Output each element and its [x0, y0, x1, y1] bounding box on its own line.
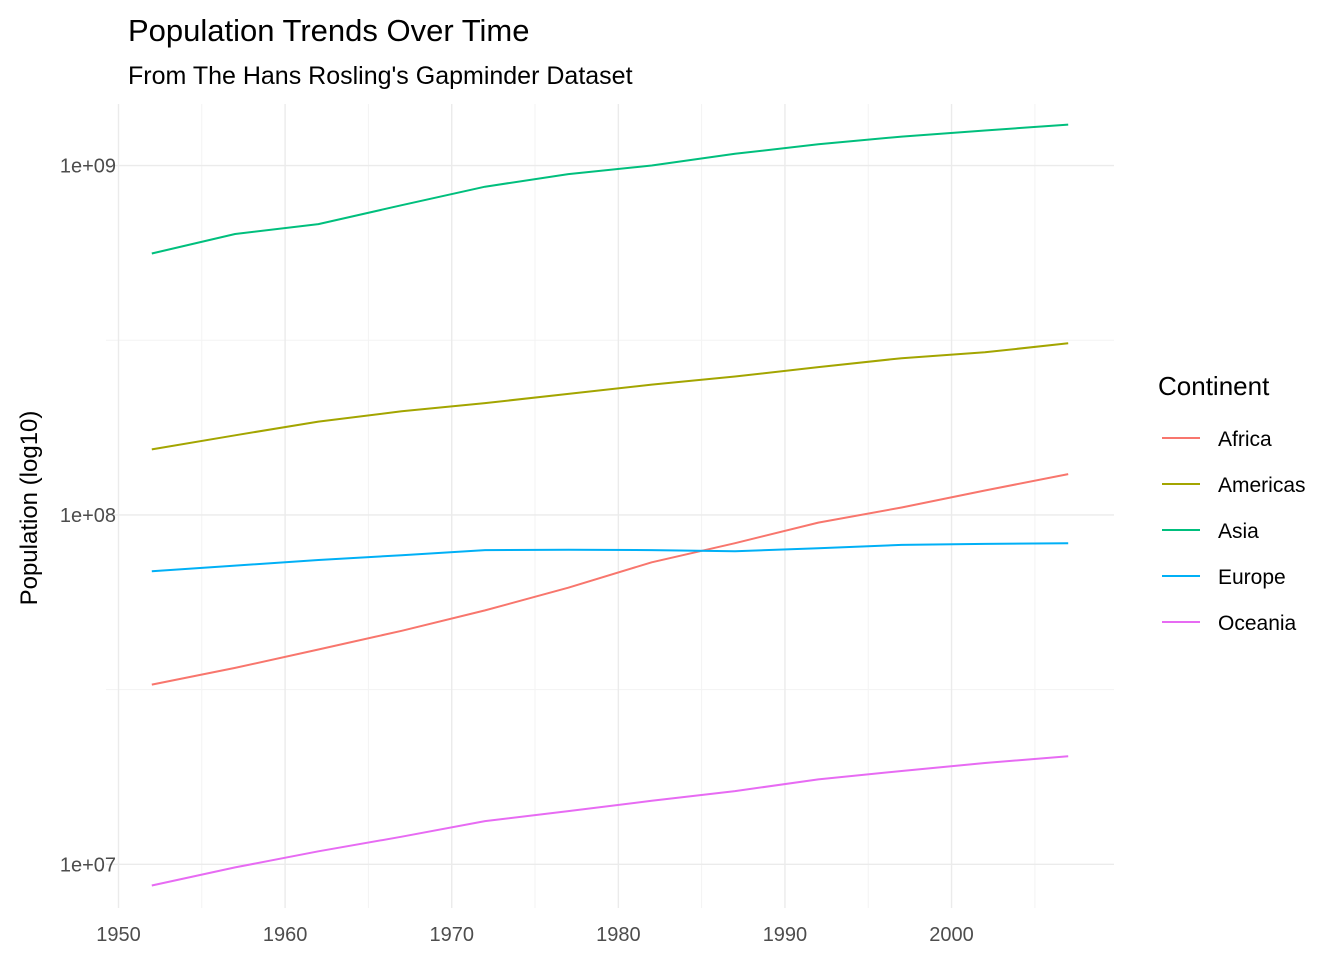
- legend-label-americas: Americas: [1218, 474, 1306, 497]
- chart-title: Population Trends Over Time: [128, 13, 529, 48]
- series-lines: [151, 123, 1069, 887]
- legend-label-asia: Asia: [1218, 520, 1259, 543]
- x-tick-label: 1950: [96, 924, 141, 946]
- x-axis: 1950 1960 1970 1980 1990 2000: [96, 924, 974, 946]
- legend-label-oceania: Oceania: [1218, 612, 1297, 635]
- x-tick-label: 1960: [263, 924, 308, 946]
- series-line-asia: [151, 123, 1069, 255]
- series-line-americas: [151, 342, 1069, 451]
- chart-subtitle: From The Hans Rosling's Gapminder Datase…: [128, 62, 633, 90]
- series-line-africa: [151, 473, 1069, 686]
- legend-label-africa: Africa: [1218, 428, 1272, 451]
- legend: Continent Africa Americas Asia Europe Oceani…: [1158, 371, 1306, 635]
- y-axis-title: Population (log10): [16, 411, 43, 606]
- x-tick-label: 1980: [596, 924, 641, 946]
- x-tick-label: 1970: [429, 924, 474, 946]
- grid: [106, 104, 1114, 908]
- series-line-oceania: [151, 755, 1069, 887]
- y-tick-label: 1e+08: [60, 505, 116, 527]
- series-line-europe: [151, 542, 1069, 573]
- legend-label-europe: Europe: [1218, 566, 1286, 589]
- y-axis: 1e+07 1e+08 1e+09: [60, 156, 116, 877]
- y-tick-label: 1e+09: [60, 156, 116, 178]
- legend-title: Continent: [1158, 371, 1270, 401]
- y-tick-label: 1e+07: [60, 854, 116, 876]
- x-tick-label: 2000: [929, 924, 974, 946]
- x-tick-label: 1990: [763, 924, 808, 946]
